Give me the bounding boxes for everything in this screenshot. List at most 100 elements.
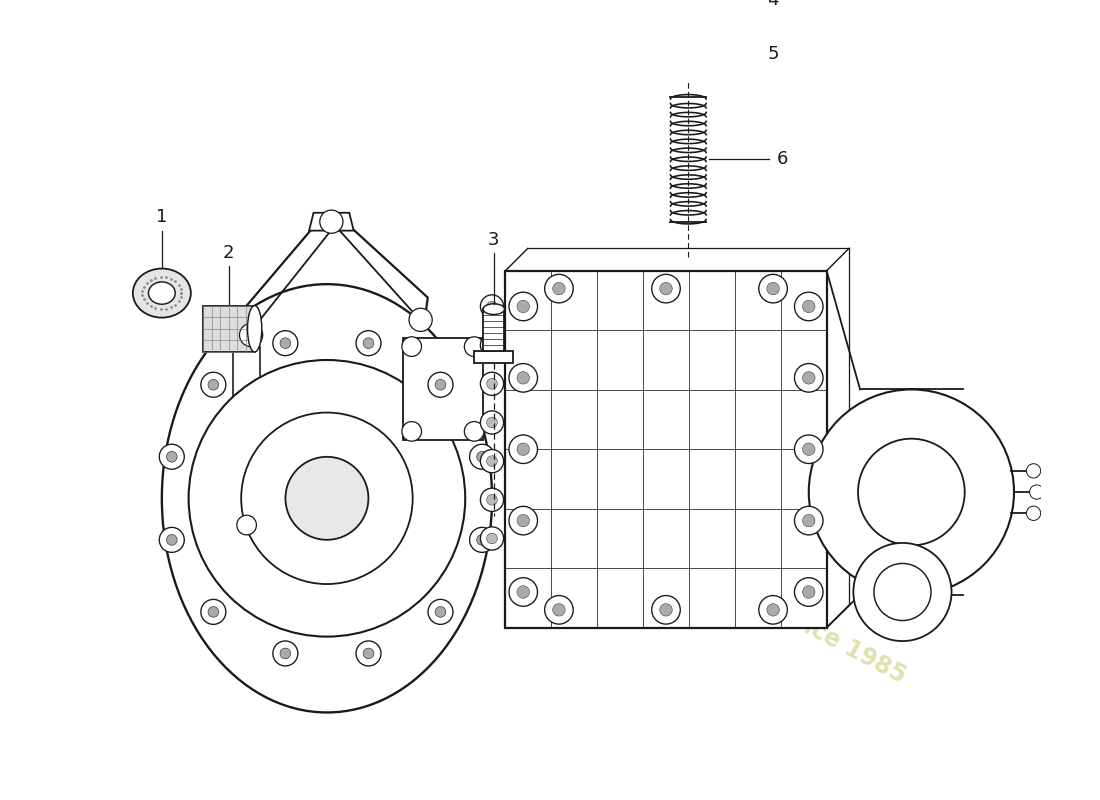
- Circle shape: [767, 603, 779, 616]
- Circle shape: [481, 411, 504, 434]
- Ellipse shape: [644, 0, 689, 13]
- Polygon shape: [474, 351, 514, 362]
- Circle shape: [486, 340, 497, 350]
- Text: a passion for parts since 1985: a passion for parts since 1985: [543, 478, 910, 688]
- Text: 2: 2: [223, 244, 234, 262]
- Polygon shape: [202, 306, 255, 352]
- Circle shape: [280, 648, 290, 658]
- Text: 5: 5: [768, 45, 779, 63]
- Circle shape: [356, 641, 381, 666]
- Circle shape: [509, 435, 538, 463]
- Circle shape: [486, 301, 497, 312]
- Circle shape: [767, 282, 779, 295]
- Circle shape: [660, 282, 672, 295]
- Circle shape: [464, 422, 484, 441]
- Polygon shape: [505, 270, 826, 628]
- Ellipse shape: [657, 49, 675, 59]
- Circle shape: [544, 595, 573, 624]
- Circle shape: [509, 578, 538, 606]
- Circle shape: [803, 586, 815, 598]
- Circle shape: [428, 599, 453, 624]
- Circle shape: [363, 648, 374, 658]
- Circle shape: [280, 338, 290, 349]
- Circle shape: [481, 488, 504, 511]
- Polygon shape: [483, 309, 505, 351]
- Circle shape: [273, 330, 298, 356]
- Circle shape: [794, 292, 823, 321]
- Ellipse shape: [642, 41, 690, 67]
- Circle shape: [363, 338, 374, 349]
- Text: 1: 1: [156, 208, 167, 226]
- Circle shape: [486, 533, 497, 544]
- Circle shape: [803, 300, 815, 313]
- Circle shape: [481, 450, 504, 473]
- Circle shape: [208, 379, 219, 390]
- Text: 4: 4: [768, 0, 779, 10]
- Circle shape: [858, 438, 965, 546]
- Ellipse shape: [652, 0, 680, 7]
- Circle shape: [660, 603, 672, 616]
- Circle shape: [517, 586, 529, 598]
- Circle shape: [517, 443, 529, 455]
- Polygon shape: [220, 507, 274, 534]
- Circle shape: [552, 603, 565, 616]
- Polygon shape: [309, 213, 354, 230]
- Circle shape: [273, 641, 298, 666]
- Circle shape: [476, 451, 487, 462]
- Ellipse shape: [483, 304, 505, 314]
- Circle shape: [236, 515, 256, 535]
- Circle shape: [544, 274, 573, 303]
- Circle shape: [552, 282, 565, 295]
- Circle shape: [188, 360, 465, 637]
- Circle shape: [436, 379, 446, 390]
- Circle shape: [517, 514, 529, 527]
- Circle shape: [160, 527, 185, 552]
- Circle shape: [651, 595, 680, 624]
- Text: 6: 6: [777, 150, 788, 168]
- Circle shape: [470, 527, 495, 552]
- Circle shape: [803, 514, 815, 527]
- Ellipse shape: [248, 306, 262, 352]
- Circle shape: [651, 274, 680, 303]
- Circle shape: [854, 543, 952, 641]
- Circle shape: [1026, 506, 1041, 521]
- Circle shape: [464, 337, 484, 357]
- Circle shape: [201, 599, 225, 624]
- Circle shape: [486, 456, 497, 466]
- Circle shape: [794, 435, 823, 463]
- Text: eurocars: eurocars: [593, 369, 939, 597]
- Ellipse shape: [133, 269, 191, 318]
- Text: 3: 3: [488, 230, 499, 249]
- Circle shape: [481, 527, 504, 550]
- Polygon shape: [403, 338, 483, 440]
- Circle shape: [794, 578, 823, 606]
- Ellipse shape: [148, 282, 175, 304]
- Circle shape: [201, 372, 225, 398]
- Circle shape: [803, 371, 815, 384]
- Circle shape: [1026, 464, 1041, 478]
- Circle shape: [208, 606, 219, 618]
- Circle shape: [240, 323, 263, 346]
- Circle shape: [409, 308, 432, 331]
- Circle shape: [808, 390, 1014, 594]
- Circle shape: [166, 534, 177, 546]
- Circle shape: [759, 274, 788, 303]
- Circle shape: [1030, 485, 1044, 499]
- Circle shape: [517, 371, 529, 384]
- Circle shape: [486, 417, 497, 428]
- Circle shape: [794, 506, 823, 535]
- Circle shape: [166, 451, 177, 462]
- Circle shape: [803, 443, 815, 455]
- Circle shape: [356, 330, 381, 356]
- Circle shape: [509, 292, 538, 321]
- Circle shape: [428, 372, 453, 398]
- Circle shape: [486, 494, 497, 505]
- Circle shape: [481, 372, 504, 395]
- Circle shape: [160, 444, 185, 470]
- Circle shape: [402, 337, 421, 357]
- Circle shape: [402, 422, 421, 441]
- Circle shape: [794, 363, 823, 392]
- Circle shape: [476, 534, 487, 546]
- Circle shape: [320, 210, 343, 234]
- Circle shape: [509, 506, 538, 535]
